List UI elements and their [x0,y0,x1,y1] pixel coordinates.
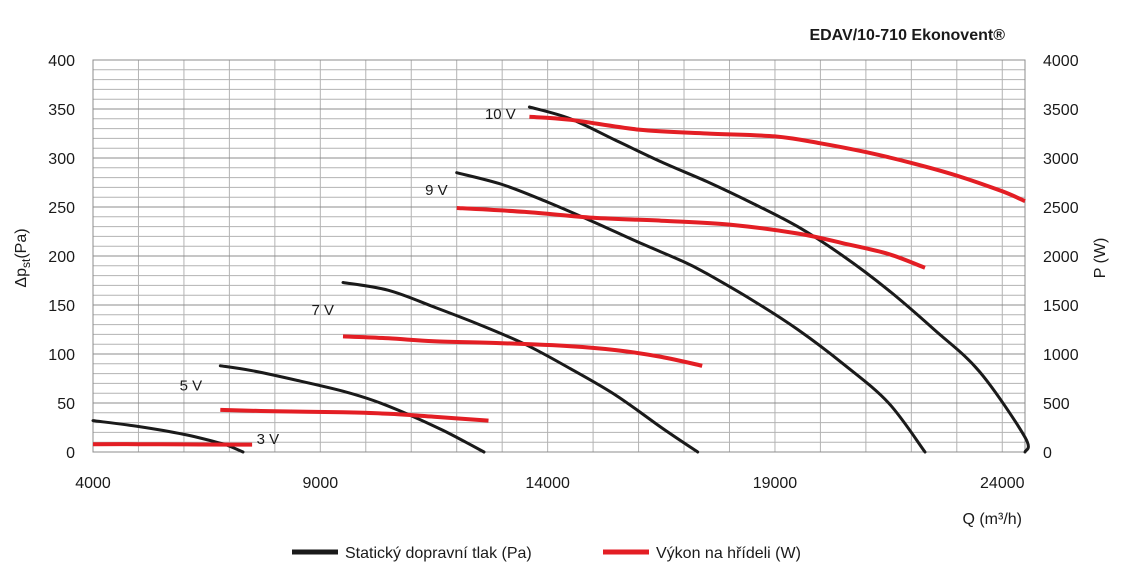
y-tick-label: 350 [48,102,75,119]
legend-label-power: Výkon na hřídeli (W) [656,545,801,562]
plot-area-border [92,59,1026,453]
y-axis-label: Δpst(Pa) [13,228,33,287]
y-axis-label-unit: (Pa) [13,228,30,258]
x-tick-label: 4000 [75,475,111,492]
pressure-curve-7v [341,281,700,454]
x-axis-ticks: 4000 9000 14000 19000 24000 [75,475,1024,492]
power-curve-9v [456,206,926,270]
y-tick-label: 0 [66,445,75,462]
y-tick-label: 400 [48,53,75,70]
y2-tick-label: 3000 [1043,151,1079,168]
speed-label: 9 V [425,182,448,199]
y-axis-label-sub: st [19,258,33,268]
y-tick-label: 100 [48,347,75,364]
x-tick-label: 14000 [525,475,570,492]
pressure-curve-9v [455,171,927,454]
y2-axis-label: P (W) [1092,238,1109,279]
x-tick-label: 19000 [753,475,798,492]
y2-tick-label: 500 [1043,396,1070,413]
y-tick-label: 150 [48,298,75,315]
power-curve-7v [342,334,703,368]
y-tick-label: 200 [48,249,75,266]
y-tick-label: 50 [57,396,75,413]
y2-tick-label: 2500 [1043,200,1079,217]
y2-tick-label: 0 [1043,445,1052,462]
y2-tick-label: 4000 [1043,53,1079,70]
x-axis-label: Q (m³/h) [962,511,1022,528]
speed-labels: 3 V 5 V 7 V 9 V 10 V [180,106,516,448]
plot-frame [92,59,1026,453]
power-curve-5v [220,407,489,423]
y-axis-label-main: Δp [13,268,30,288]
y-axis-ticks: 0 50 100 150 200 250 300 350 400 [48,53,75,462]
power-curves [92,114,1026,447]
speed-label: 3 V [257,431,280,448]
speed-label: 7 V [311,302,334,319]
y2-axis-ticks: 0 500 1000 1500 2000 2500 3000 3500 4000 [1043,53,1079,462]
y-tick-label: 300 [48,151,75,168]
pressure-curve-3v [91,419,245,454]
y-tick-label: 250 [48,200,75,217]
pressure-curve-10v [527,105,1030,454]
y2-tick-label: 3500 [1043,102,1079,119]
chart-title: EDAV/10-710 Ekonovent® [809,27,1005,44]
power-curve-10v [529,114,1026,203]
x-tick-label: 9000 [303,475,339,492]
speed-label: 5 V [180,377,203,394]
x-tick-label: 24000 [980,475,1025,492]
legend-label-pressure: Statický dopravní tlak (Pa) [345,545,532,562]
grid-lines [92,59,1025,453]
y2-tick-label: 2000 [1043,249,1079,266]
y2-tick-label: 1000 [1043,347,1079,364]
y2-tick-label: 1500 [1043,298,1079,315]
pressure-curve-5v [218,364,486,454]
speed-label: 10 V [485,106,516,123]
legend: Statický dopravní tlak (Pa) Výkon na hří… [292,545,801,562]
